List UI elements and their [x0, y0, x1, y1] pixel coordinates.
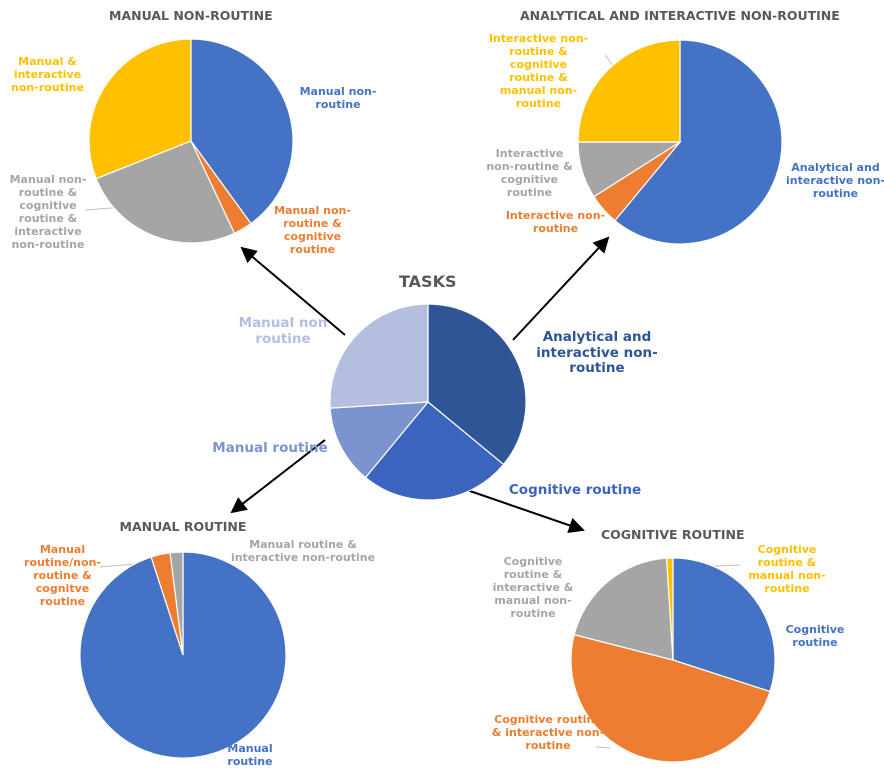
pie-slice: [614, 39, 783, 245]
slice-label: Analytical and interactive non-routine: [536, 329, 658, 376]
pie-slice: [672, 557, 776, 693]
arrow: [230, 439, 326, 514]
slice-label: Cognitive routine & manual non-routine: [748, 543, 826, 595]
arrow: [512, 236, 610, 341]
pie-slice: [95, 140, 236, 244]
pie-slice: [88, 38, 192, 180]
pie-slice: [573, 557, 674, 661]
arrow: [466, 489, 585, 533]
leader-line: [595, 746, 611, 749]
pie-slice: [190, 38, 294, 225]
slice-label: Manual routine & interactive non-routine: [230, 538, 376, 564]
slice-label: Manual non-routine & cognitive routine &…: [9, 173, 87, 251]
slice-label: Interactive non-routine: [505, 209, 606, 235]
slice-label: Cognitive routine: [508, 482, 642, 498]
pie-slice: [427, 303, 527, 466]
slice-label: Manual non-routine & cognitive routine: [274, 204, 351, 256]
slice-label: Manual routine: [227, 742, 273, 768]
arrows: [230, 236, 610, 533]
pie-slice: [570, 633, 771, 763]
slice-label: Cognitive routine: [785, 623, 845, 649]
slice-label: Interactive non-routine & cognitive rout…: [486, 147, 573, 199]
pie-slice: [364, 401, 505, 501]
slice-label: Manual & interactive non-routine: [11, 55, 84, 94]
slice-label: Manual non routine: [238, 315, 328, 347]
pie-slice: [577, 39, 681, 143]
chart-title: COGNITIVE ROUTINE: [601, 527, 745, 542]
slice-label: Analytical and interactive non-routine: [786, 161, 884, 200]
arrow: [240, 246, 346, 336]
pie-slice: [169, 551, 184, 656]
slice-label: Manual routine/non-routine & cognitve ro…: [24, 543, 101, 608]
pie-slice: [665, 557, 674, 661]
pie-slice: [329, 303, 429, 409]
pies: [79, 38, 783, 763]
chart-title: ANALYTICAL AND INTERACTIVE NON-ROUTINE: [520, 8, 840, 23]
slice-label: Manual non-routine: [299, 85, 377, 111]
slice-label: Cognitive routine & interactive & manual…: [492, 555, 574, 620]
chart-title: MANUAL ROUTINE: [119, 519, 247, 534]
chart-title: TASKS: [399, 272, 457, 291]
pie-slice: [329, 401, 430, 479]
slice-label: Interactive non-routine & cognitive rout…: [488, 32, 589, 110]
slice-label: Cognitive routine & interactive non-rout…: [491, 713, 605, 752]
chart-title: MANUAL NON-ROUTINE: [109, 8, 273, 23]
slice-label: Manual routine: [212, 440, 328, 456]
